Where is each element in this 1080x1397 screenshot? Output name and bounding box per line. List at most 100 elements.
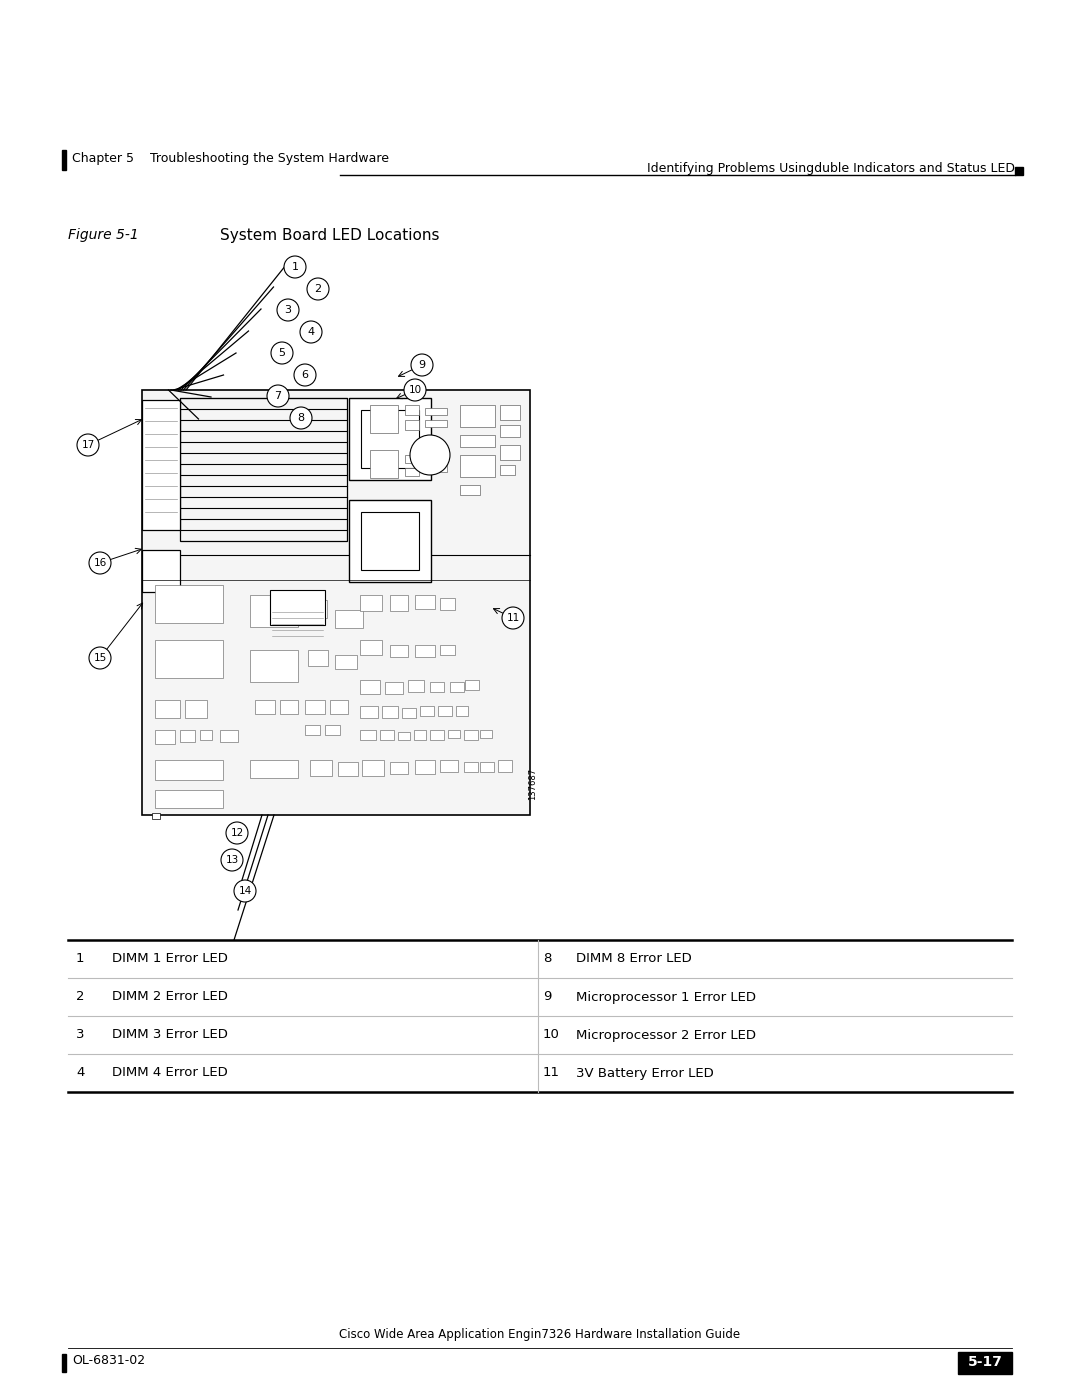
- Bar: [349, 398, 431, 481]
- Bar: [480, 731, 492, 738]
- Bar: [62, 149, 66, 170]
- Circle shape: [291, 407, 312, 429]
- Bar: [1015, 168, 1023, 175]
- Bar: [220, 731, 238, 742]
- Circle shape: [271, 342, 293, 365]
- Bar: [390, 595, 408, 610]
- Bar: [405, 468, 419, 476]
- Bar: [415, 760, 435, 774]
- Bar: [500, 446, 519, 460]
- Bar: [308, 650, 328, 666]
- Text: 3V Battery Error LED: 3V Battery Error LED: [576, 1066, 714, 1080]
- Bar: [255, 700, 275, 714]
- Text: 3: 3: [76, 1028, 84, 1042]
- Bar: [408, 680, 424, 692]
- Text: Chapter 5    Troubleshooting the System Hardware: Chapter 5 Troubleshooting the System Har…: [72, 152, 389, 165]
- Text: 6: 6: [301, 370, 309, 380]
- Bar: [141, 390, 530, 814]
- Bar: [360, 680, 380, 694]
- Text: 9: 9: [543, 990, 552, 1003]
- Bar: [361, 511, 419, 570]
- Bar: [420, 705, 434, 717]
- Text: 2: 2: [76, 990, 84, 1003]
- Text: Identifying Problems Usingduble Indicators and Status LED: Identifying Problems Usingduble Indicato…: [647, 162, 1015, 175]
- Circle shape: [410, 434, 450, 475]
- Bar: [405, 405, 419, 415]
- Bar: [438, 705, 453, 717]
- Bar: [460, 485, 480, 495]
- Bar: [402, 708, 416, 718]
- Bar: [405, 455, 419, 462]
- Bar: [415, 595, 435, 609]
- Bar: [480, 761, 494, 773]
- Bar: [362, 760, 384, 775]
- Text: 7: 7: [274, 391, 282, 401]
- Bar: [200, 731, 212, 740]
- Text: DIMM 4 Error LED: DIMM 4 Error LED: [112, 1066, 228, 1080]
- Bar: [450, 682, 464, 692]
- Bar: [141, 400, 180, 529]
- Bar: [185, 700, 207, 718]
- Bar: [426, 408, 447, 415]
- Circle shape: [404, 379, 426, 401]
- Circle shape: [294, 365, 316, 386]
- Bar: [305, 725, 320, 735]
- Bar: [270, 590, 325, 624]
- Circle shape: [307, 278, 329, 300]
- Bar: [338, 761, 357, 775]
- Bar: [465, 680, 480, 690]
- Bar: [156, 585, 222, 623]
- Text: 13: 13: [226, 855, 239, 865]
- Bar: [440, 760, 458, 773]
- Text: 17: 17: [81, 440, 95, 450]
- Text: 12: 12: [230, 828, 244, 838]
- Text: 10: 10: [543, 1028, 559, 1042]
- Text: 14: 14: [239, 886, 252, 895]
- Bar: [310, 760, 332, 775]
- Bar: [426, 453, 447, 460]
- Text: 8: 8: [297, 414, 305, 423]
- Bar: [249, 650, 298, 682]
- Bar: [360, 731, 376, 740]
- Bar: [335, 655, 357, 669]
- Text: 8: 8: [543, 953, 552, 965]
- Bar: [335, 610, 363, 629]
- Bar: [958, 1352, 1012, 1375]
- Bar: [305, 599, 327, 617]
- Bar: [426, 420, 447, 427]
- Text: 5: 5: [279, 348, 285, 358]
- Text: Microprocessor 2 Error LED: Microprocessor 2 Error LED: [576, 1028, 756, 1042]
- Bar: [460, 434, 495, 447]
- Bar: [180, 731, 195, 742]
- Circle shape: [226, 821, 248, 844]
- Bar: [440, 598, 455, 610]
- Bar: [361, 409, 419, 468]
- Text: Cisco Wide Area Application Engin7326 Hardware Installation Guide: Cisco Wide Area Application Engin7326 Ha…: [339, 1329, 741, 1341]
- Bar: [464, 761, 478, 773]
- Text: 5-17: 5-17: [968, 1355, 1002, 1369]
- Bar: [280, 700, 298, 714]
- Text: System Board LED Locations: System Board LED Locations: [220, 228, 440, 243]
- Bar: [360, 640, 382, 655]
- Circle shape: [502, 608, 524, 629]
- Text: Figure 5-1: Figure 5-1: [68, 228, 138, 242]
- Bar: [156, 640, 222, 678]
- Bar: [325, 725, 340, 735]
- Bar: [62, 1354, 66, 1372]
- Bar: [405, 420, 419, 430]
- Text: DIMM 2 Error LED: DIMM 2 Error LED: [112, 990, 228, 1003]
- Bar: [500, 425, 519, 437]
- Bar: [426, 465, 447, 472]
- Bar: [360, 595, 382, 610]
- Bar: [390, 645, 408, 657]
- Bar: [249, 595, 298, 627]
- Text: OL-6831-02: OL-6831-02: [72, 1354, 145, 1368]
- Bar: [360, 705, 378, 718]
- Bar: [370, 405, 399, 433]
- Bar: [349, 500, 431, 583]
- Bar: [156, 731, 175, 745]
- Bar: [415, 645, 435, 657]
- Bar: [464, 731, 478, 740]
- Text: 10: 10: [408, 386, 421, 395]
- Circle shape: [221, 849, 243, 870]
